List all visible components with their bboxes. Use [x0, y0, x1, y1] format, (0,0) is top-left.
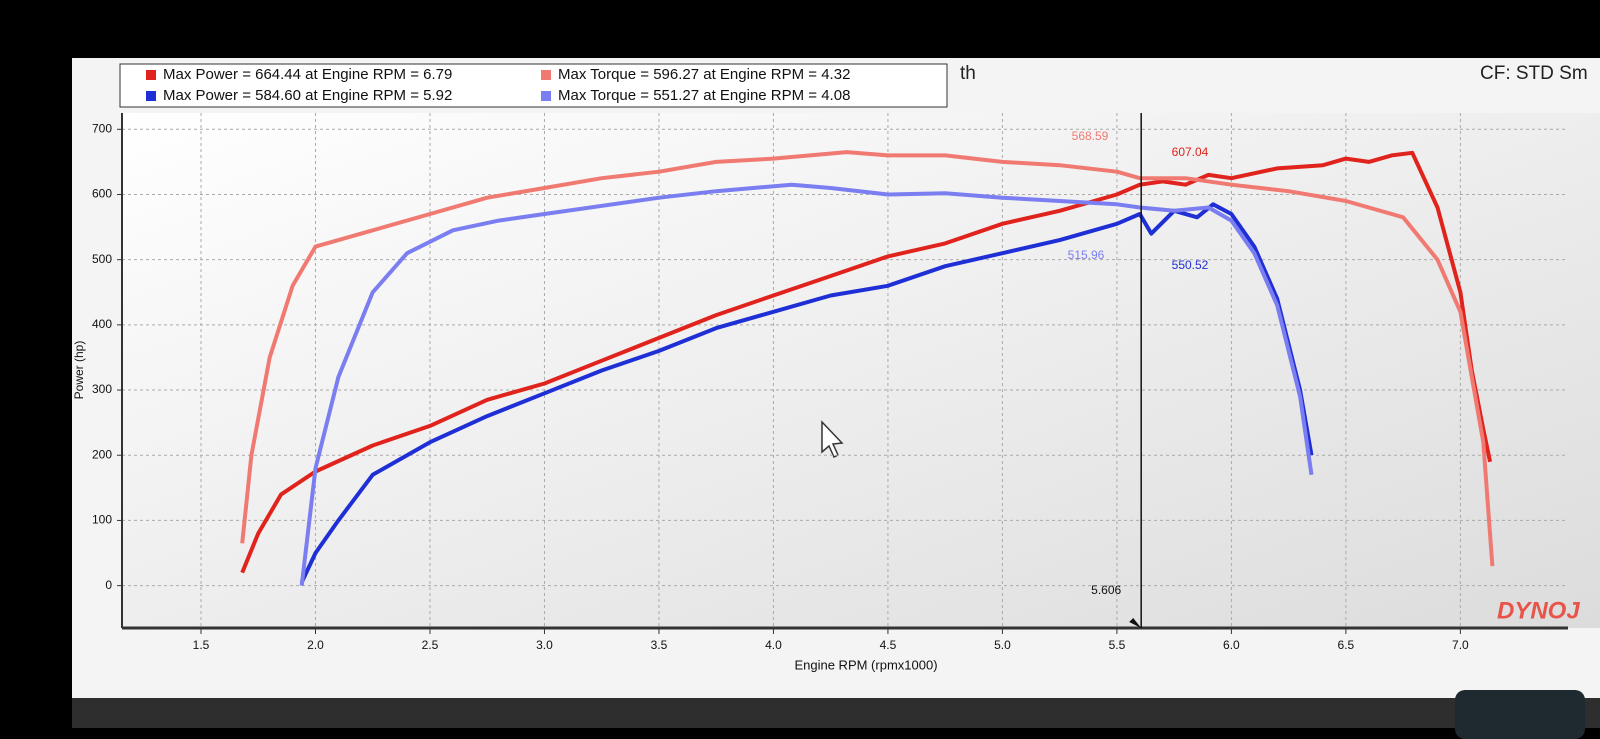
x-tick-label: 2.0	[307, 638, 324, 652]
legend-label: Max Torque = 551.27 at Engine RPM = 4.08	[558, 87, 850, 104]
y-tick-label: 100	[92, 513, 112, 527]
cursor-label: 5.606	[1091, 583, 1121, 597]
x-tick-label: 5.0	[994, 638, 1011, 652]
x-tick-label: 3.5	[651, 638, 668, 652]
cursor-arrow	[1129, 618, 1142, 628]
series-line	[299, 182, 1314, 586]
x-tick-label: 7.0	[1452, 638, 1469, 652]
y-tick-label: 200	[92, 447, 112, 461]
legend-label: Max Power = 584.60 at Engine RPM = 5.92	[163, 87, 452, 104]
y-tick-label: 700	[92, 121, 112, 135]
y-axis-label: Power (hp)	[72, 341, 86, 400]
y-tick-label: 500	[92, 252, 112, 266]
mouse-pointer	[821, 420, 844, 459]
annotation: 607.04	[1172, 145, 1209, 159]
x-tick-label: 2.5	[422, 638, 439, 652]
x-tick-label: 6.0	[1223, 638, 1240, 652]
y-tick-label: 300	[92, 382, 112, 396]
series-line	[240, 150, 1495, 567]
plot-area	[122, 113, 1600, 628]
x-tick-label: 4.0	[765, 638, 782, 652]
legend-label: Max Torque = 596.27 at Engine RPM = 4.32	[558, 66, 850, 83]
x-tick-label: 3.0	[536, 638, 553, 652]
legend-swatch	[146, 70, 156, 80]
y-tick-label: 0	[105, 578, 112, 592]
legend-swatch	[541, 70, 551, 80]
y-tick-label: 400	[92, 317, 112, 331]
x-tick-label: 4.5	[880, 638, 897, 652]
title-fragment: th	[960, 63, 976, 84]
series-line	[299, 202, 1314, 584]
header-right: CF: STD Sm	[1480, 63, 1588, 84]
legend-label: Max Power = 664.44 at Engine RPM = 6.79	[163, 66, 452, 83]
legend-swatch	[146, 91, 156, 101]
x-axis-label: Engine RPM (rpmx1000)	[794, 657, 937, 672]
keyboard-button[interactable]	[1455, 690, 1585, 739]
x-tick-label: 1.5	[193, 638, 210, 652]
annotation: 550.52	[1172, 258, 1209, 272]
legend-swatch	[541, 91, 551, 101]
bottom-bar	[72, 698, 1600, 728]
legend-box	[119, 63, 948, 108]
x-tick-label: 6.5	[1338, 638, 1355, 652]
logo: DYNOJ	[1497, 597, 1580, 624]
annotation: 568.59	[1072, 129, 1109, 143]
y-tick-label: 600	[92, 187, 112, 201]
annotation: 515.96	[1068, 248, 1105, 262]
x-tick-label: 5.5	[1109, 638, 1126, 652]
